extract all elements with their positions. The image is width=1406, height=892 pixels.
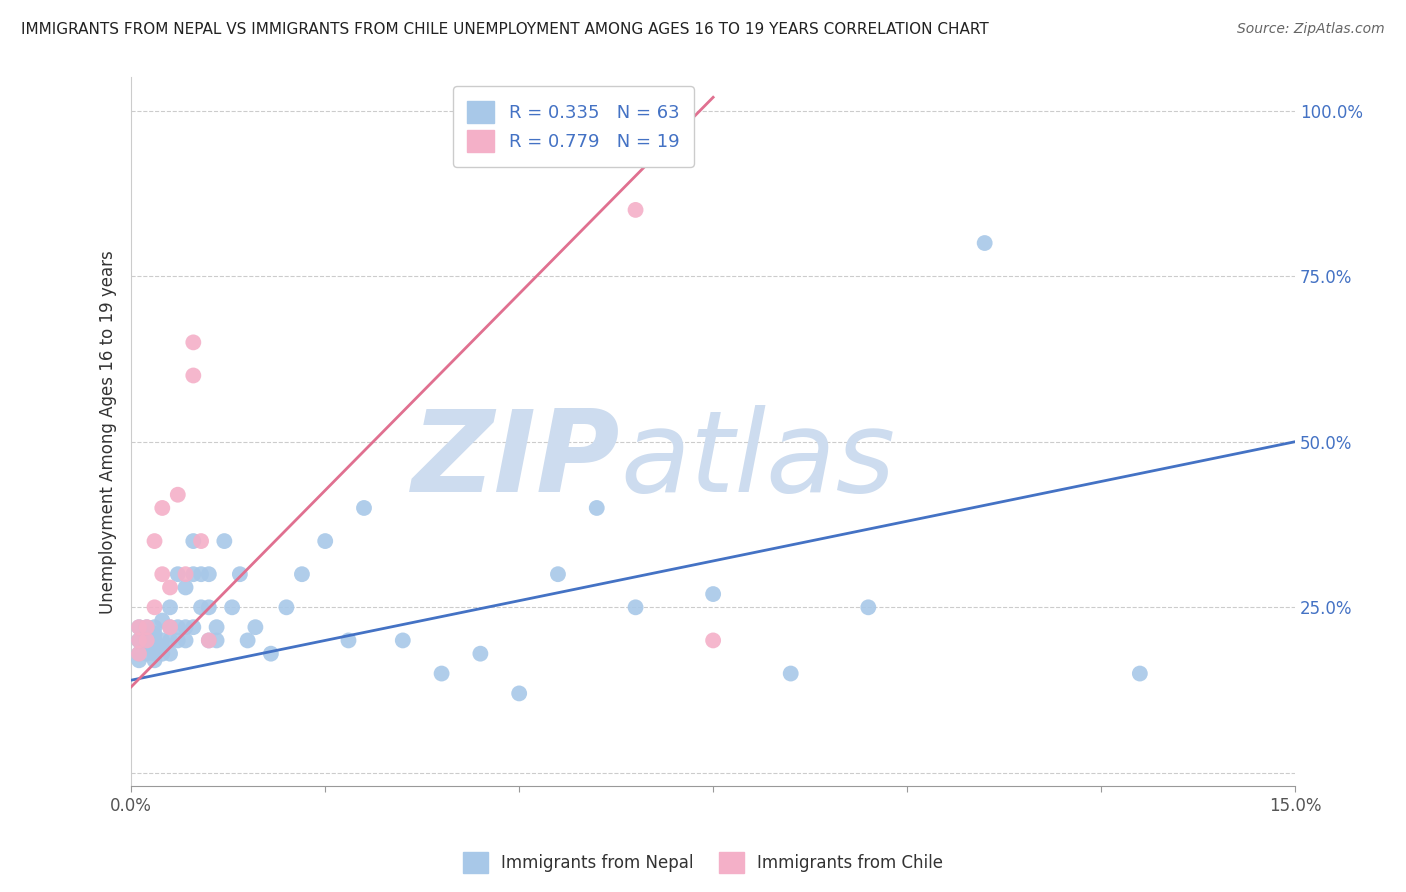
Point: [276, 600, 298, 615]
Point: [159, 620, 181, 634]
Point: [190, 534, 212, 549]
Text: atlas: atlas: [620, 405, 896, 516]
Point: [181, 335, 204, 350]
Point: [198, 633, 221, 648]
Point: [128, 647, 150, 661]
Point: [159, 620, 181, 634]
Point: [1129, 666, 1152, 681]
Point: [779, 666, 801, 681]
Point: [128, 633, 150, 648]
Point: [858, 600, 880, 615]
Point: [166, 633, 188, 648]
Point: [391, 633, 413, 648]
Point: [174, 581, 197, 595]
Text: ZIP: ZIP: [412, 405, 620, 516]
Point: [135, 633, 157, 648]
Point: [150, 640, 173, 654]
Point: [135, 640, 157, 654]
Point: [624, 600, 647, 615]
Point: [128, 633, 150, 648]
Point: [205, 620, 228, 634]
Point: [128, 633, 150, 648]
Point: [353, 500, 375, 515]
Point: [221, 600, 243, 615]
Point: [128, 653, 150, 667]
Point: [181, 534, 204, 549]
Point: [245, 620, 267, 634]
Text: IMMIGRANTS FROM NEPAL VS IMMIGRANTS FROM CHILE UNEMPLOYMENT AMONG AGES 16 TO 19 : IMMIGRANTS FROM NEPAL VS IMMIGRANTS FROM…: [21, 22, 988, 37]
Point: [174, 633, 197, 648]
Point: [128, 620, 150, 634]
Point: [143, 633, 166, 648]
Point: [135, 627, 157, 641]
Point: [150, 567, 173, 582]
Point: [128, 647, 150, 661]
Point: [624, 202, 647, 217]
Point: [508, 686, 530, 700]
Point: [547, 567, 569, 582]
Legend: Immigrants from Nepal, Immigrants from Chile: Immigrants from Nepal, Immigrants from C…: [457, 846, 949, 880]
Point: [702, 587, 724, 601]
Point: [236, 633, 259, 648]
Point: [135, 647, 157, 661]
Point: [181, 620, 204, 634]
Point: [143, 640, 166, 654]
Point: [190, 600, 212, 615]
Point: [159, 647, 181, 661]
Point: [470, 647, 492, 661]
Point: [174, 567, 197, 582]
Point: [150, 614, 173, 628]
Point: [166, 488, 188, 502]
Point: [585, 500, 607, 515]
Point: [973, 235, 995, 250]
Legend: R = 0.335   N = 63, R = 0.779   N = 19: R = 0.335 N = 63, R = 0.779 N = 19: [453, 87, 695, 167]
Point: [181, 368, 204, 383]
Point: [198, 633, 221, 648]
Point: [430, 666, 453, 681]
Point: [166, 620, 188, 634]
Point: [198, 600, 221, 615]
Point: [143, 627, 166, 641]
Point: [135, 620, 157, 634]
Point: [337, 633, 360, 648]
Point: [214, 534, 236, 549]
Point: [205, 633, 228, 648]
Point: [128, 620, 150, 634]
Point: [190, 567, 212, 582]
Point: [314, 534, 336, 549]
Point: [166, 567, 188, 582]
Point: [159, 581, 181, 595]
Point: [174, 620, 197, 634]
Point: [135, 620, 157, 634]
Text: Source: ZipAtlas.com: Source: ZipAtlas.com: [1237, 22, 1385, 37]
Point: [143, 534, 166, 549]
Point: [181, 567, 204, 582]
Y-axis label: Unemployment Among Ages 16 to 19 years: Unemployment Among Ages 16 to 19 years: [100, 250, 117, 614]
Point: [260, 647, 283, 661]
Point: [150, 633, 173, 648]
Point: [143, 620, 166, 634]
Point: [229, 567, 252, 582]
Point: [198, 567, 221, 582]
Point: [159, 633, 181, 648]
Point: [143, 653, 166, 667]
Point: [143, 647, 166, 661]
Point: [143, 600, 166, 615]
Point: [135, 633, 157, 648]
Point: [150, 500, 173, 515]
Point: [702, 633, 724, 648]
Point: [159, 600, 181, 615]
Point: [291, 567, 314, 582]
Point: [150, 647, 173, 661]
